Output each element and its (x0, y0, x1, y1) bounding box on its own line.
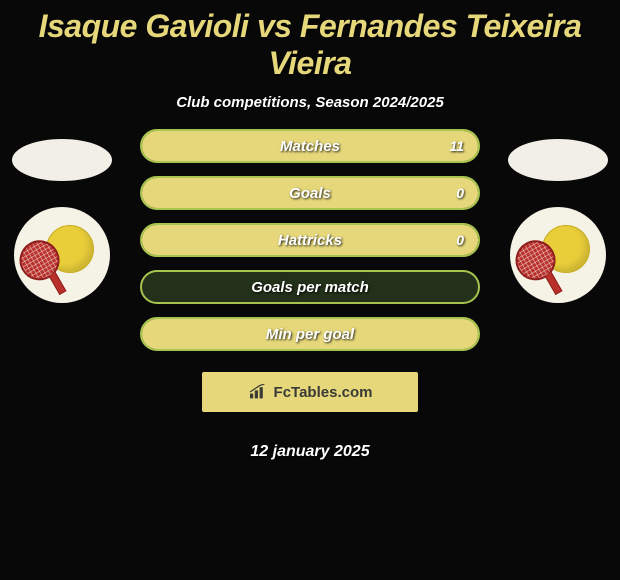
subtitle: Club competitions, Season 2024/2025 (0, 84, 620, 129)
date-label: 12 january 2025 (140, 425, 480, 461)
stat-matches: Matches 11 (140, 129, 480, 163)
club-badge-left (14, 207, 110, 303)
stat-fill (142, 319, 478, 349)
stat-label: Goals per match (142, 279, 478, 296)
right-column (504, 129, 612, 303)
stat-min-per-goal: Min per goal (140, 317, 480, 351)
stat-goals: Goals 0 (140, 176, 480, 210)
comparison-content: Matches 11 Goals 0 Hattricks 0 Goals per… (0, 129, 620, 461)
stats-column: Matches 11 Goals 0 Hattricks 0 Goals per… (140, 129, 480, 461)
stat-fill (142, 131, 478, 161)
watermark[interactable]: FcTables.com (202, 372, 418, 412)
page-title: Isaque Gavioli vs Fernandes Teixeira Vie… (0, 0, 620, 84)
stat-fill (142, 225, 478, 255)
stat-fill (142, 178, 478, 208)
player-photo-left-placeholder (12, 139, 112, 181)
stat-hattricks: Hattricks 0 (140, 223, 480, 257)
stat-goals-per-match: Goals per match (140, 270, 480, 304)
player-photo-right-placeholder (508, 139, 608, 181)
club-badge-right (510, 207, 606, 303)
watermark-text: FcTables.com (274, 384, 373, 401)
left-column (8, 129, 116, 303)
bar-chart-icon (248, 384, 268, 400)
